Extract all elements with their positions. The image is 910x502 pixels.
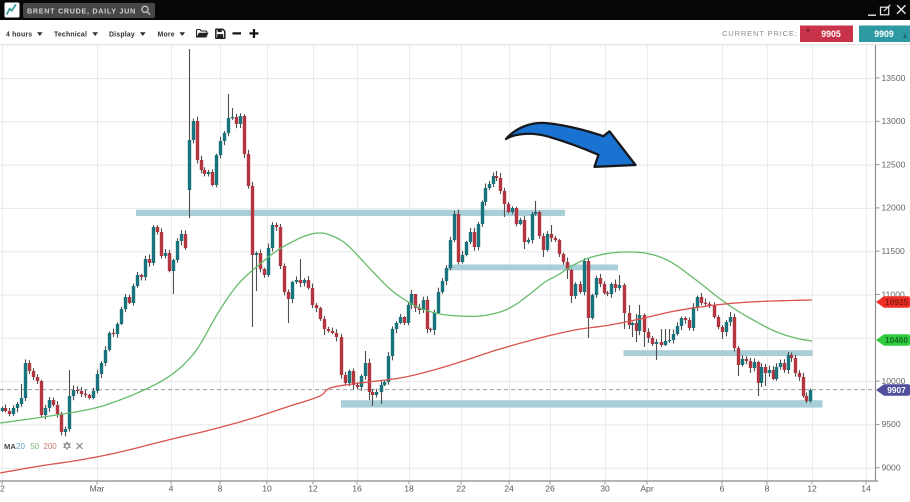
svg-text:13500: 13500 xyxy=(882,73,906,83)
svg-text:30: 30 xyxy=(600,484,610,494)
svg-text:18: 18 xyxy=(404,484,414,494)
svg-text:10000: 10000 xyxy=(882,376,906,386)
svg-text:12: 12 xyxy=(807,484,817,494)
svg-text:24: 24 xyxy=(504,484,514,494)
svg-text:4 hours: 4 hours xyxy=(6,32,32,39)
svg-text:12500: 12500 xyxy=(882,159,906,169)
svg-text:9907: 9907 xyxy=(887,385,906,395)
svg-text:13000: 13000 xyxy=(882,116,906,126)
svg-text:Technical: Technical xyxy=(54,32,87,39)
svg-text:MA: MA xyxy=(4,442,16,451)
svg-text:12: 12 xyxy=(308,484,318,494)
svg-text:8: 8 xyxy=(218,484,223,494)
svg-text:10: 10 xyxy=(262,484,272,494)
svg-text:200: 200 xyxy=(43,442,57,451)
svg-text:9000: 9000 xyxy=(882,463,901,473)
svg-text:6: 6 xyxy=(720,484,725,494)
svg-text:CURRENT PRICE:: CURRENT PRICE: xyxy=(722,29,798,38)
svg-text:Display: Display xyxy=(109,32,135,39)
svg-text:9905: 9905 xyxy=(821,29,841,39)
svg-text:26: 26 xyxy=(545,484,555,494)
svg-text:10925: 10925 xyxy=(885,297,908,307)
svg-text:8: 8 xyxy=(765,484,770,494)
svg-text:22: 22 xyxy=(456,484,466,494)
svg-text:BRENT CRUDE, DAILY JUN: BRENT CRUDE, DAILY JUN xyxy=(27,7,136,16)
svg-text:12000: 12000 xyxy=(882,203,906,213)
svg-text:16: 16 xyxy=(352,484,362,494)
svg-text:11000: 11000 xyxy=(882,289,905,299)
svg-text:50: 50 xyxy=(30,442,39,451)
svg-text:9500: 9500 xyxy=(882,419,901,429)
svg-text:2: 2 xyxy=(0,484,5,494)
svg-text:9909: 9909 xyxy=(874,29,894,39)
svg-text:11500: 11500 xyxy=(882,246,905,256)
svg-text:4: 4 xyxy=(169,484,174,494)
svg-text:20: 20 xyxy=(16,442,25,451)
svg-text:14: 14 xyxy=(861,484,871,494)
svg-text:10460: 10460 xyxy=(885,335,908,345)
svg-text:Apr: Apr xyxy=(640,484,654,494)
svg-text:Mar: Mar xyxy=(90,484,105,494)
svg-text:More: More xyxy=(158,32,175,39)
